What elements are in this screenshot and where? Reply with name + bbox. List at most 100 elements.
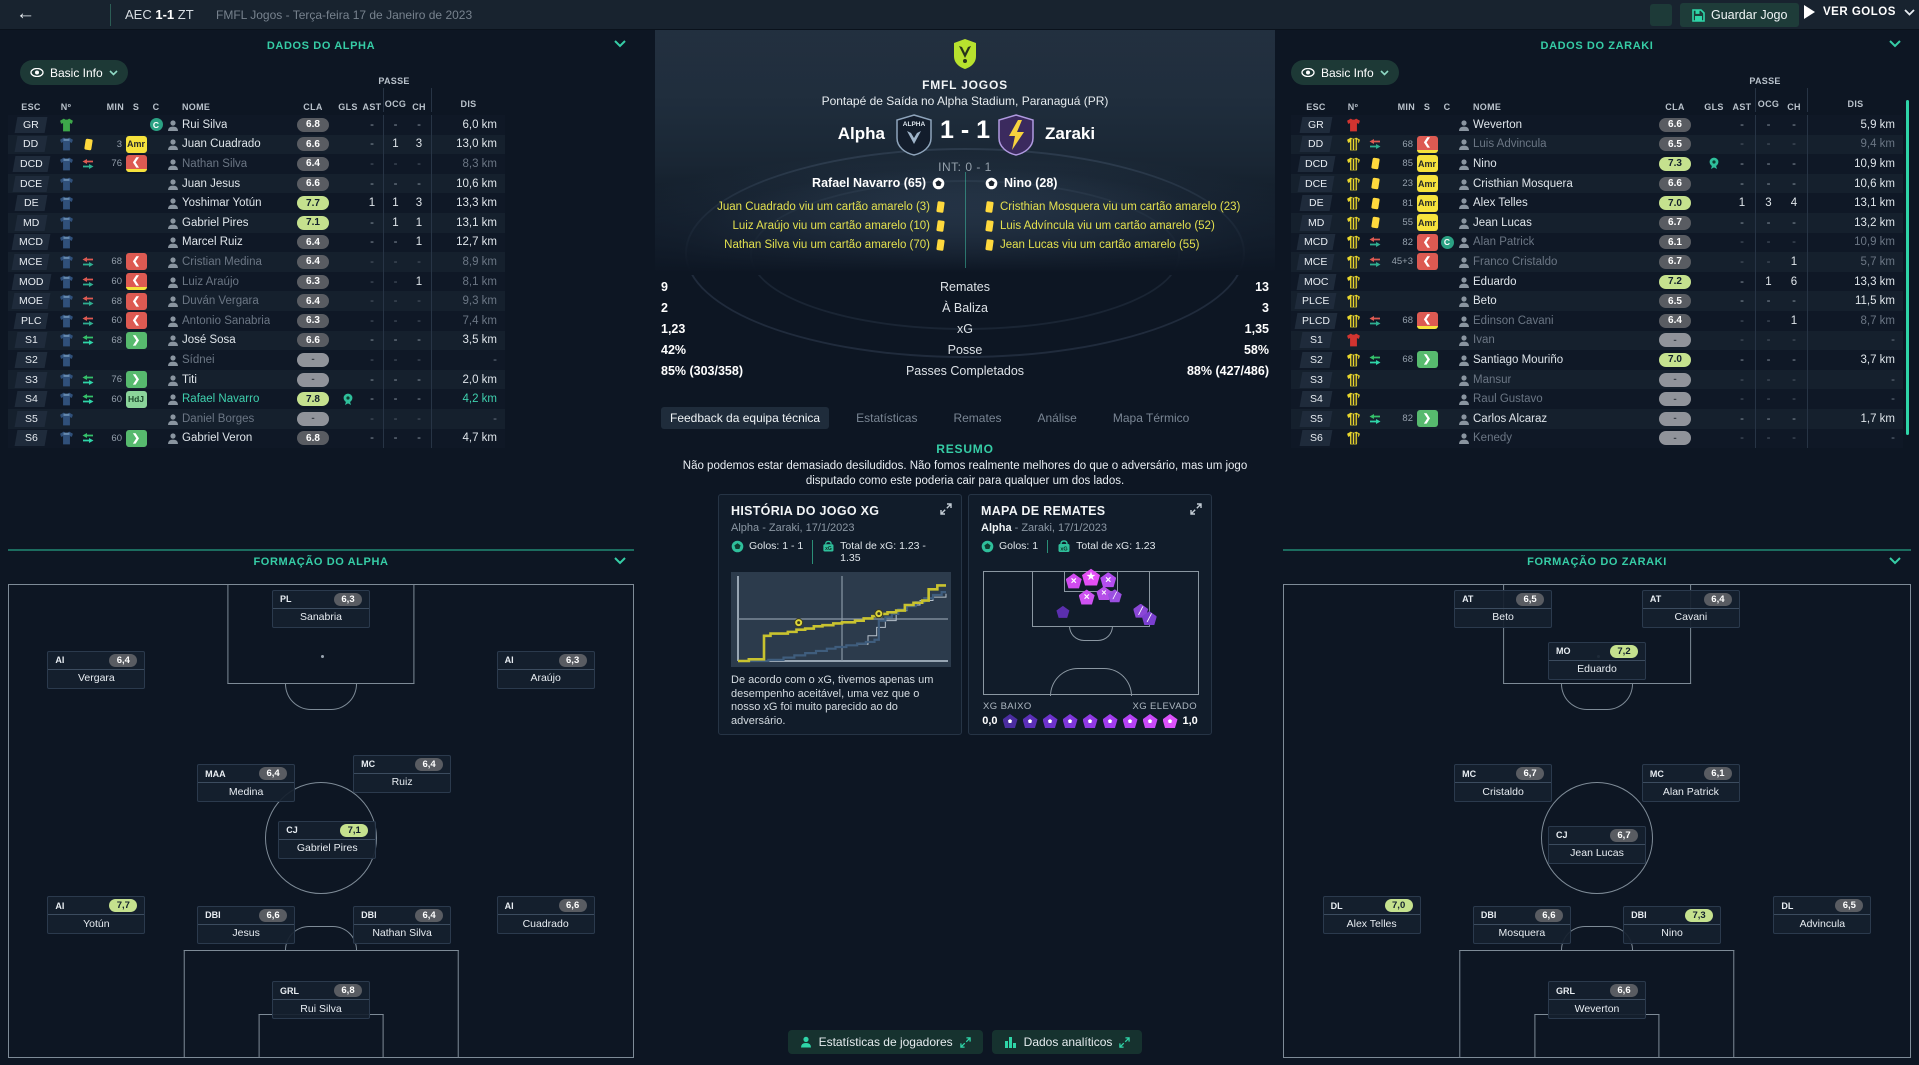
expand-icon[interactable] [940, 503, 952, 515]
player-row[interactable]: GR Weverton 6.6- - -5,9 km [1291, 115, 1903, 135]
player-head-icon [1459, 276, 1469, 288]
player-row[interactable]: MD 55 Amr Jean Lucas 6.7- - -13,2 km [1291, 212, 1903, 233]
analytics-button[interactable]: Dados analíticos [991, 1030, 1143, 1054]
player-row[interactable]: MOC Eduardo 7.2-1 6 13,3 km [1291, 271, 1903, 292]
formation-player[interactable]: AI 6,6 Cuadrado [496, 896, 595, 935]
player-row[interactable]: MCD Marcel Ruiz 6.4- -1 12,7 km [8, 232, 505, 253]
shot-marker[interactable]: ✕ [1096, 586, 1112, 601]
view-goals-button[interactable]: VER GOLOS [1804, 5, 1915, 19]
player-row[interactable]: S1 Ivan - - - - - [1291, 330, 1903, 351]
formation-player[interactable]: AT 6,4 Cavani [1641, 589, 1740, 628]
player-row[interactable]: S6 Kenedy - - - - - [1291, 428, 1903, 449]
player-row[interactable]: DCE 23 Amr Cristhian Mosquera 6.6- - -10,6 km [1291, 173, 1903, 194]
shirt-icon [1346, 314, 1360, 328]
collapse-chevron-icon[interactable] [614, 557, 626, 565]
formation-player[interactable]: CJ 6,7 Jean Lucas [1548, 825, 1646, 864]
away-team-name[interactable]: Zaraki [1045, 124, 1096, 143]
shot-marker[interactable]: ╱ [1107, 589, 1122, 603]
formation-player[interactable]: MC 6,7 Cristaldo [1454, 764, 1553, 803]
formation-player[interactable]: CJ 7,1 Gabriel Pires [278, 820, 377, 859]
player-row[interactable]: DE 81 Amr Alex Telles 7.0 1 3 4 13,1 km [1291, 193, 1903, 213]
tab-mapa-térmico[interactable]: Mapa Térmico [1112, 410, 1190, 425]
shot-marker[interactable]: ╱ [1141, 611, 1157, 626]
formation-player[interactable]: AI 6,3 Araújo [496, 650, 595, 689]
tab-feedback-da-equipa-técnica[interactable]: Feedback da equipa técnica [661, 406, 830, 429]
player-row[interactable]: S2 Sídnei - - - - - [8, 350, 505, 370]
player-row[interactable]: S2 68 ❯ Santiago Mouriño 7.0- - -3,7 km [1291, 350, 1903, 370]
player-row[interactable]: PLCE Beto 6.5- - -11,5 km [1291, 291, 1903, 311]
player-row[interactable]: PLC 60 ❮ Antonio Sanabria 6.3- - -7,4 km [8, 310, 505, 331]
player-row[interactable]: DD 3 Amr Juan Cuadrado 6.6-1 3 13,0 km [8, 134, 505, 155]
player-row[interactable]: DCE Juan Jesus 6.6- - -10,6 km [8, 173, 505, 194]
shot-marker[interactable]: ★ [1082, 568, 1100, 586]
shot-marker[interactable]: ╱ [1133, 603, 1149, 618]
player-row[interactable]: S6 60 ❯ Gabriel Veron 6.8- - -4,7 km [8, 428, 505, 449]
square-button[interactable] [1650, 4, 1672, 26]
scrollbar[interactable] [1906, 100, 1909, 435]
player-row[interactable]: MCE 45+3 ❮ Franco Cristaldo 6.7- -1 5,7 km [1291, 252, 1903, 272]
player-row[interactable]: DD 68 ❮ Luis Advincula 6.5- - -9,4 km [1291, 134, 1903, 155]
formation-player[interactable]: DL 7,0 Alex Telles [1322, 896, 1421, 935]
player-row[interactable]: DE Yoshimar Yotún 7.7 1 1 3 13,3 km [8, 193, 505, 213]
player-row[interactable]: MCD 82 ❮ C Alan Patrick 6.1- - -10,9 km [1291, 232, 1903, 253]
formation-player[interactable]: DL 6,5 Advincula [1773, 896, 1872, 935]
svg-text:xG: xG [825, 546, 832, 552]
expand-icon[interactable] [1190, 503, 1202, 515]
player-row[interactable]: S5 Daniel Borges - - - - - [8, 408, 505, 429]
formation-player[interactable]: GRL 6,8 Rui Silva [272, 981, 370, 1020]
formation-player[interactable]: AI 6,4 Vergara [47, 650, 146, 689]
formation-player[interactable]: GRL 6,6 Weverton [1548, 981, 1646, 1020]
collapse-chevron-icon[interactable] [1889, 557, 1901, 565]
tab-estatísticas[interactable]: Estatísticas [856, 410, 918, 425]
shirt-icon [1346, 177, 1360, 191]
player-row[interactable]: S3 76 ❯ Titi - - - -2,0 km [8, 369, 505, 390]
formation-player[interactable]: DBI 6,4 Nathan Silva [353, 905, 452, 944]
sub-on-icon [82, 433, 94, 444]
player-row[interactable]: S4 Raul Gustavo - - - - - [1291, 389, 1903, 409]
save-game-button[interactable]: Guardar Jogo [1680, 3, 1800, 27]
player-row[interactable]: DCD 85 Amr Nino 7.3- - -10,9 km [1291, 154, 1903, 174]
formation-player[interactable]: AT 6,5 Beto [1454, 589, 1553, 628]
formation-player[interactable]: DBI 7,3 Nino [1623, 905, 1722, 944]
collapse-chevron-icon[interactable] [614, 40, 626, 48]
player-row[interactable]: S5 82 ❯ Carlos Alcaraz - - - -1,7 km [1291, 408, 1903, 429]
shot-marker[interactable]: ✕ [1100, 572, 1117, 588]
formation-player[interactable]: MC 6,4 Ruiz [353, 754, 452, 793]
back-icon[interactable]: ← [16, 3, 35, 24]
xg-description: De acordo com o xG, tivemos apenas um de… [731, 674, 934, 727]
tab-remates[interactable]: Remates [953, 410, 1002, 425]
view-selector[interactable]: Basic Info [1291, 60, 1399, 85]
formation-player[interactable]: MC 6,1 Alan Patrick [1641, 764, 1740, 803]
shot-marker[interactable]: ✕ [1078, 589, 1095, 605]
player-stats-button[interactable]: Estatísticas de jogadores [787, 1030, 983, 1054]
shot-marker[interactable] [1056, 605, 1070, 618]
player-row[interactable]: MCE 68 ❮ Cristian Medina 6.4- - -8,9 km [8, 252, 505, 272]
player-row[interactable]: PLCD 68 ❮ Edinson Cavani 6.4- -1 8,7 km [1291, 310, 1903, 331]
player-row[interactable]: S3 Mansur - - - - - [1291, 369, 1903, 390]
formation-player[interactable]: DBI 6,6 Jesus [197, 905, 296, 944]
shot-marker[interactable]: ✕ [1065, 573, 1082, 589]
view-selector[interactable]: Basic Info [20, 60, 128, 85]
home-team-name[interactable]: Alpha [837, 124, 885, 143]
best-player-rosette-icon [343, 393, 353, 405]
sub-on-icon [1369, 413, 1381, 424]
formation-player[interactable]: PL 6,3 Sanabria [272, 589, 370, 628]
xg-scale: 0,0 1,0 [969, 714, 1211, 728]
player-row[interactable]: DCD 76 ❮ Nathan Silva 6.4- - -8,3 km [8, 154, 505, 174]
player-row[interactable]: GR C Rui Silva 6.8- - -6,0 km [8, 115, 505, 135]
player-row[interactable]: MOD 60 ❮ Luiz Araújo 6.3- -1 8,1 km [8, 271, 505, 292]
scale-pentagon-icon [1062, 714, 1078, 728]
player-row[interactable]: S1 68 ❯ José Sosa 6.6- - -3,5 km [8, 330, 505, 351]
formation-player[interactable]: MO 7,2 Eduardo [1548, 641, 1646, 680]
shirt-icon [1346, 353, 1360, 367]
yellow-card-icon [1370, 197, 1380, 210]
player-row[interactable]: MOE 68 ❮ Duván Vergara 6.4- - -9,3 km [8, 291, 505, 311]
formation-player[interactable]: DBI 6,6 Mosquera [1472, 905, 1571, 944]
center-divider [965, 172, 966, 268]
formation-player[interactable]: MAA 6,4 Medina [197, 764, 296, 803]
tab-análise[interactable]: Análise [1037, 410, 1077, 425]
collapse-chevron-icon[interactable] [1889, 40, 1901, 48]
player-row[interactable]: S4 60 HdJ Rafael Navarro 7.8- - -4,2 km [8, 389, 505, 409]
player-row[interactable]: MD Gabriel Pires 7.1-1 1 13,1 km [8, 212, 505, 233]
formation-player[interactable]: AI 7,7 Yotún [47, 896, 146, 935]
